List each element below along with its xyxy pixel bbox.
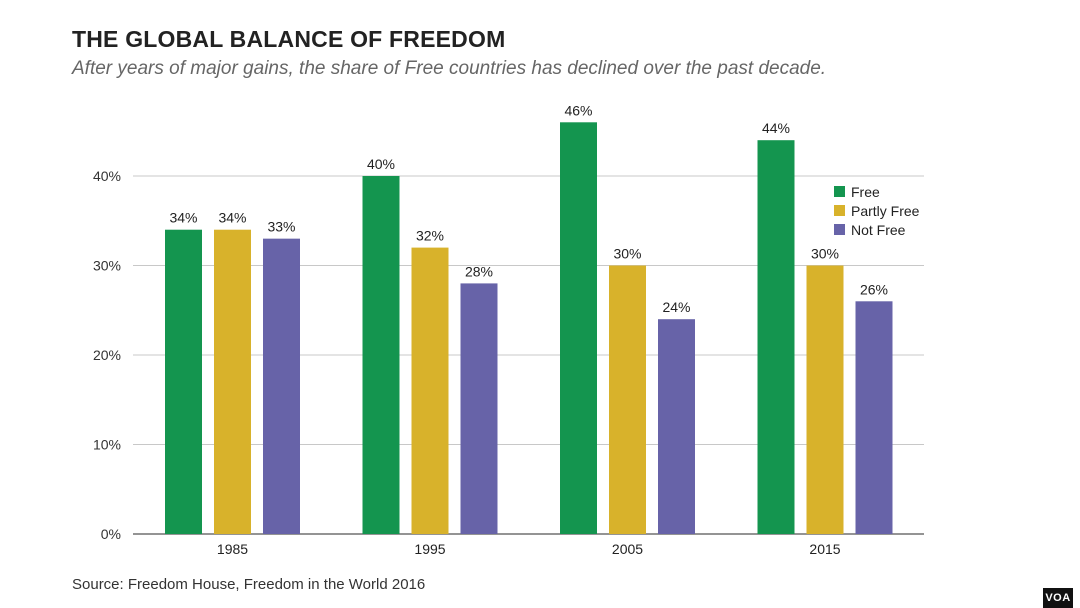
x-axis: 1985 1995 2005 2015: [217, 541, 841, 557]
voa-logo: VOA: [1043, 588, 1073, 608]
value-label: 46%: [564, 102, 592, 118]
y-tick-label: 30%: [93, 258, 121, 274]
value-label: 24%: [662, 299, 690, 315]
bar-free-1995: [362, 176, 400, 534]
value-label: 40%: [367, 156, 395, 172]
bar-partly-free-2015: [806, 265, 844, 534]
x-tick-label: 2005: [612, 541, 643, 557]
value-label: 34%: [218, 210, 246, 226]
y-tick-label: 10%: [93, 437, 121, 453]
bar-not-free-1995: [460, 283, 498, 534]
y-tick-label: 20%: [93, 347, 121, 363]
legend-label: Free: [851, 184, 880, 200]
legend-swatch: [834, 205, 845, 216]
x-tick-label: 2015: [809, 541, 840, 557]
x-tick-label: 1985: [217, 541, 248, 557]
bar-partly-free-1995: [411, 247, 449, 534]
gridlines: [133, 175, 924, 535]
value-label: 28%: [465, 263, 493, 279]
legend-label: Partly Free: [851, 203, 920, 219]
y-tick-label: 40%: [93, 168, 121, 184]
bar-not-free-2015: [855, 301, 893, 534]
bar-free-1985: [165, 229, 202, 534]
value-labels: 34% 34% 33% 40% 32% 28% 46% 30% 24% 44% 30% 26%: [169, 102, 888, 315]
chart-subtitle: After years of major gains, the share of…: [72, 58, 827, 79]
y-axis: 0% 10% 20% 30% 40%: [93, 168, 121, 542]
value-label: 32%: [416, 228, 444, 244]
value-label: 34%: [169, 210, 197, 226]
legend-swatch: [834, 224, 845, 235]
x-tick-label: 1995: [414, 541, 445, 557]
bar-free-2005: [560, 122, 597, 535]
source-note: Source: Freedom House, Freedom in the Wo…: [72, 576, 426, 593]
value-label: 26%: [860, 281, 888, 297]
legend: Free Partly Free Not Free: [834, 184, 920, 238]
bar-partly-free-1985: [214, 229, 251, 534]
legend-swatch: [834, 186, 845, 197]
chart-title: THE GLOBAL BALANCE OF FREEDOM: [72, 26, 506, 52]
bar-not-free-1985: [263, 238, 300, 534]
legend-label: Not Free: [851, 222, 906, 238]
bar-not-free-2005: [658, 319, 695, 534]
value-label: 30%: [811, 246, 839, 262]
value-label: 30%: [613, 246, 641, 262]
bar-partly-free-2005: [609, 265, 646, 534]
value-label: 44%: [762, 120, 790, 136]
value-label: 33%: [267, 219, 295, 235]
y-tick-label: 0%: [101, 526, 121, 542]
bars: [165, 122, 893, 535]
bar-free-2015: [757, 140, 795, 534]
